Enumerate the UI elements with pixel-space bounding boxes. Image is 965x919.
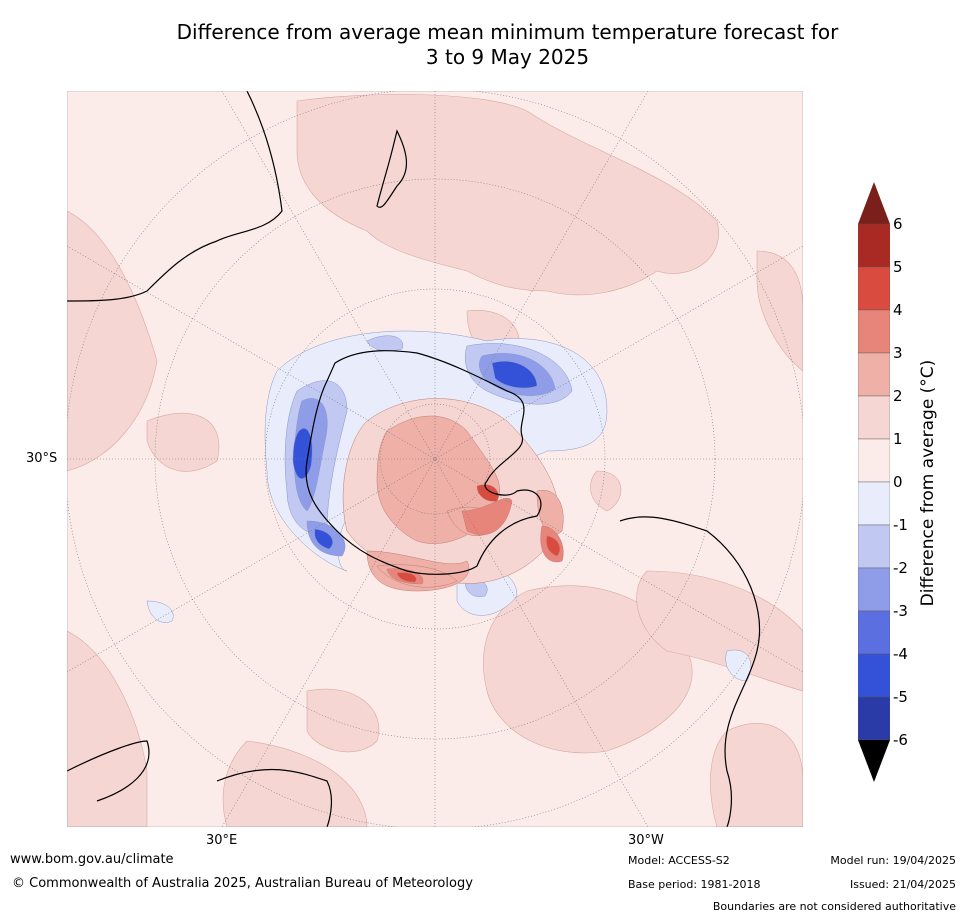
footer-base-period: Base period: 1981-2018 — [628, 878, 761, 891]
warm-patches-1-2 — [67, 94, 803, 827]
lon-label-30w: 30°W — [628, 833, 664, 848]
colorbar-band — [858, 653, 890, 698]
title-line-1: Difference from average mean minimum tem… — [176, 20, 839, 44]
colorbar-tick-label: -6 — [893, 731, 908, 749]
colorbar-band — [858, 223, 890, 268]
colorbar-tick-label: 0 — [893, 473, 903, 491]
colorbar-title: Difference from average (°C) — [918, 359, 938, 607]
colorbar-tick-label: -1 — [893, 516, 908, 534]
colorbar-band — [858, 266, 890, 311]
colorbar-tick-label: -2 — [893, 559, 908, 577]
title-line-2: 3 to 9 May 2025 — [425, 45, 590, 69]
polar-map — [67, 91, 803, 827]
colorbar-tick-label: -5 — [893, 688, 908, 706]
footer-model-run: Model run: 19/04/2025 — [830, 854, 956, 867]
footer-issued: Issued: 21/04/2025 — [849, 878, 956, 891]
coastlines — [67, 91, 761, 827]
graticule — [67, 91, 803, 827]
colorbar-band — [858, 524, 890, 569]
lat-label-30s: 30°S — [26, 451, 58, 466]
colorbar-band — [858, 438, 890, 483]
colorbar-extend-min — [858, 740, 890, 782]
colorbar-tick-label: 3 — [893, 344, 903, 362]
colorbar-band — [858, 309, 890, 354]
colorbar-band — [858, 567, 890, 612]
footer-model: Model: ACCESS-S2 — [628, 854, 730, 867]
colorbar-tick-label: -3 — [893, 602, 908, 620]
colorbar-tick-label: 1 — [893, 430, 903, 448]
footer-disclaimer: Boundaries are not considered authoritat… — [712, 900, 956, 913]
map-title: Difference from average mean minimum tem… — [0, 20, 965, 70]
colorbar-tick-label: 6 — [893, 215, 903, 233]
colorbar-tick-label: 5 — [893, 258, 903, 276]
colorbar-band — [858, 352, 890, 397]
colorbar-band — [858, 696, 890, 741]
warm-anomaly-core — [342, 398, 564, 592]
footer-copyright: © Commonwealth of Australia 2025, Austra… — [12, 876, 473, 891]
colorbar-band — [858, 481, 890, 526]
colorbar-band — [858, 610, 890, 655]
footer-website: www.bom.gov.au/climate — [10, 852, 174, 867]
colorbar-band — [858, 395, 890, 440]
colorbar-tick-label: -4 — [893, 645, 908, 663]
colorbar-extend-max — [858, 182, 890, 224]
colorbar-tick-label: 2 — [893, 387, 903, 405]
colorbar-tick-label: 4 — [893, 301, 903, 319]
colorbar — [858, 182, 890, 782]
lon-label-30e: 30°E — [206, 833, 238, 848]
